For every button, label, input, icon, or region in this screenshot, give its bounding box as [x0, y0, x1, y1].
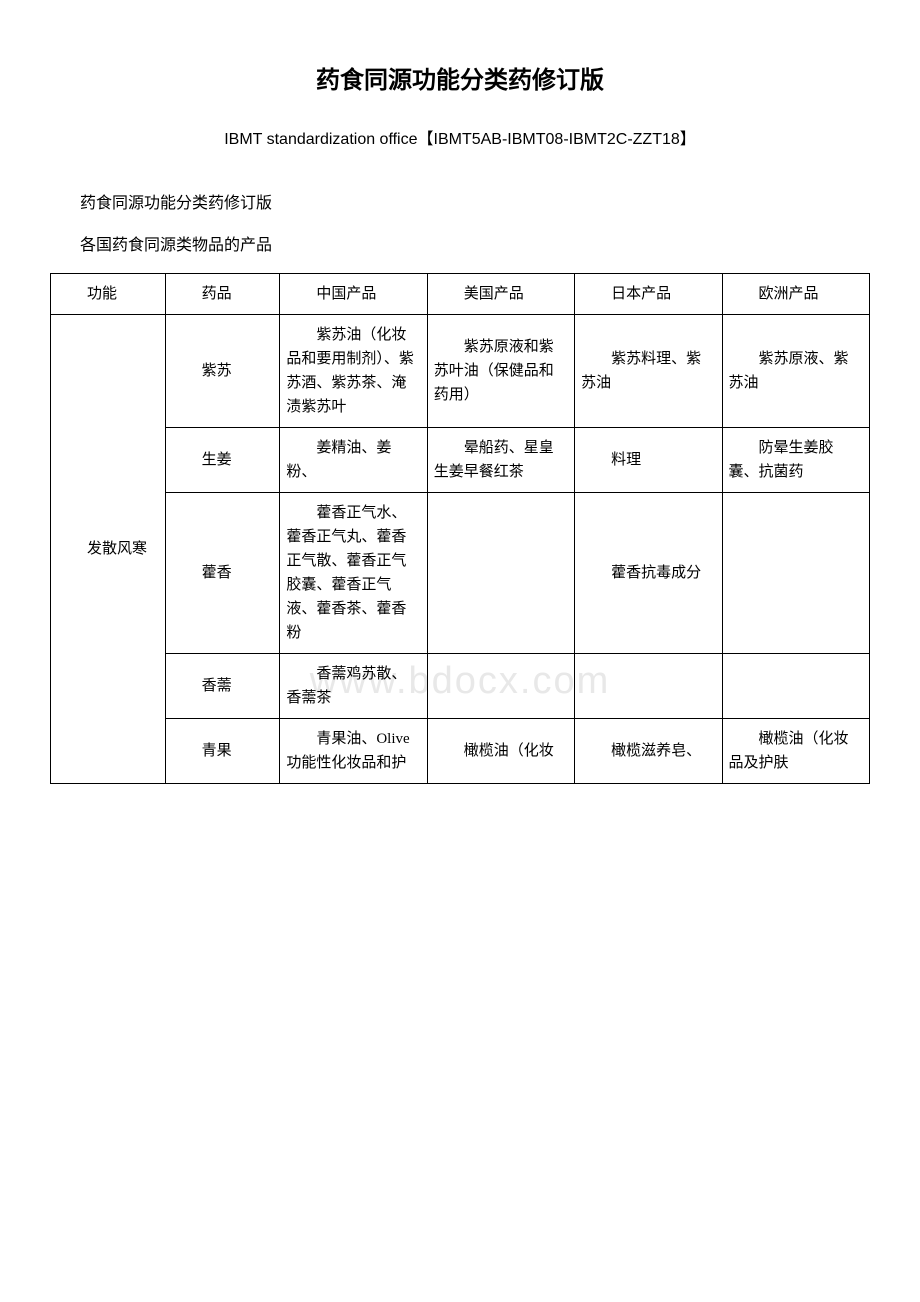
- cell-drug: 青果: [165, 719, 280, 784]
- cell-china: 青果油、Olive功能性化妆品和护: [280, 719, 427, 784]
- cell-usa: 橄榄油（化妆: [427, 719, 574, 784]
- cell-china: 藿香正气水、藿香正气丸、藿香正气散、藿香正气胶囊、藿香正气液、藿香茶、藿香粉: [280, 493, 427, 654]
- cell-china: 香薷鸡苏散、香薷茶: [280, 654, 427, 719]
- table-row: 发散风寒 紫苏 紫苏油（化妆品和要用制剂）、紫苏酒、紫苏茶、淹渍紫苏叶 紫苏原液…: [51, 315, 870, 428]
- cell-europe: 紫苏原液、紫苏油: [722, 315, 869, 428]
- table-row: 生姜 姜精油、姜粉、 晕船药、星皇生姜早餐红茶 料理 防晕生姜胶囊、抗菌药: [51, 428, 870, 493]
- cell-europe: [722, 493, 869, 654]
- cell-drug: 生姜: [165, 428, 280, 493]
- cell-europe: 橄榄油（化妆品及护肤: [722, 719, 869, 784]
- cell-drug: 藿香: [165, 493, 280, 654]
- cell-usa: [427, 654, 574, 719]
- header-japan: 日本产品: [575, 274, 722, 315]
- paragraph-2: 各国药食同源类物品的产品: [80, 231, 870, 255]
- table-row: 藿香 藿香正气水、藿香正气丸、藿香正气散、藿香正气胶囊、藿香正气液、藿香茶、藿香…: [51, 493, 870, 654]
- cell-europe: [722, 654, 869, 719]
- cell-drug: 香薷: [165, 654, 280, 719]
- table-row: 香薷 香薷鸡苏散、香薷茶: [51, 654, 870, 719]
- header-europe: 欧洲产品: [722, 274, 869, 315]
- paragraph-1: 药食同源功能分类药修订版: [80, 189, 870, 213]
- cell-japan: 橄榄滋养皂、: [575, 719, 722, 784]
- table-header-row: 功能 药品 中国产品 美国产品 日本产品 欧洲产品: [51, 274, 870, 315]
- table-row: 青果 青果油、Olive功能性化妆品和护 橄榄油（化妆 橄榄滋养皂、 橄榄油（化…: [51, 719, 870, 784]
- header-china: 中国产品: [280, 274, 427, 315]
- cell-japan: 料理: [575, 428, 722, 493]
- cell-usa: 晕船药、星皇生姜早餐红茶: [427, 428, 574, 493]
- cell-japan: 藿香抗毒成分: [575, 493, 722, 654]
- cell-usa: 紫苏原液和紫苏叶油（保健品和药用）: [427, 315, 574, 428]
- cell-china: 姜精油、姜粉、: [280, 428, 427, 493]
- header-drug: 药品: [165, 274, 280, 315]
- cell-europe: 防晕生姜胶囊、抗菌药: [722, 428, 869, 493]
- header-usa: 美国产品: [427, 274, 574, 315]
- header-function: 功能: [51, 274, 166, 315]
- cell-japan: [575, 654, 722, 719]
- cell-function: 发散风寒: [51, 315, 166, 784]
- document-title: 药食同源功能分类药修订版: [50, 60, 870, 95]
- cell-usa: [427, 493, 574, 654]
- cell-drug: 紫苏: [165, 315, 280, 428]
- cell-china: 紫苏油（化妆品和要用制剂）、紫苏酒、紫苏茶、淹渍紫苏叶: [280, 315, 427, 428]
- products-table: 功能 药品 中国产品 美国产品 日本产品 欧洲产品 发散风寒 紫苏 紫苏油（化妆…: [50, 273, 870, 784]
- document-subtitle: IBMT standardization office【IBMT5AB-IBMT…: [50, 125, 870, 149]
- cell-japan: 紫苏料理、紫苏油: [575, 315, 722, 428]
